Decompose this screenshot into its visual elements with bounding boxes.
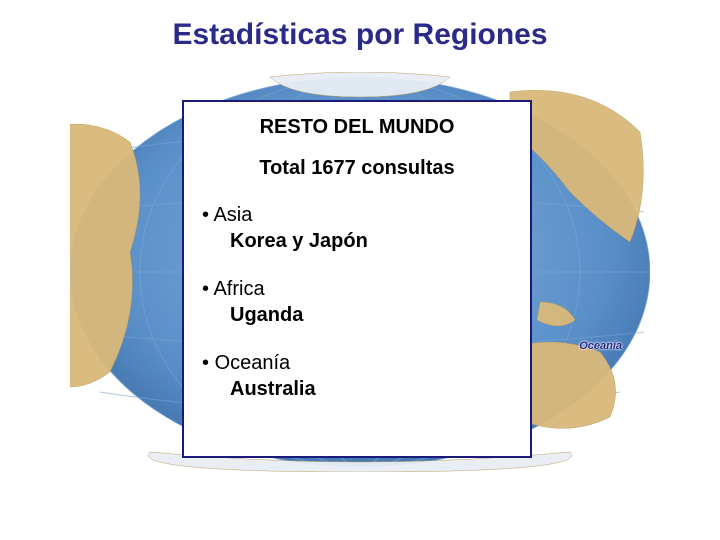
page-title: Estadísticas por Regiones bbox=[0, 18, 720, 52]
content-box: RESTO DEL MUNDO Total 1677 consultas • A… bbox=[182, 100, 532, 458]
box-subheading: Total 1677 consultas bbox=[202, 157, 512, 180]
item-label: • Oceanía bbox=[202, 350, 512, 376]
item-sub: Korea y Japón bbox=[202, 228, 512, 254]
item-label-text: Oceanía bbox=[215, 352, 291, 374]
list-item: • Oceanía Australia bbox=[202, 350, 512, 402]
list-item: • Asia Korea y Japón bbox=[202, 202, 512, 254]
list-item: • Africa Uganda bbox=[202, 276, 512, 328]
item-sub: Uganda bbox=[202, 302, 512, 328]
map-label-oceania: Oceanía bbox=[579, 340, 622, 352]
item-label-text: Asia bbox=[213, 204, 252, 226]
item-label: • Africa bbox=[202, 276, 512, 302]
item-sub: Australia bbox=[202, 376, 512, 402]
item-label-text: Africa bbox=[213, 278, 264, 300]
item-label: • Asia bbox=[202, 202, 512, 228]
slide: Estadísticas por Regiones bbox=[0, 0, 720, 540]
box-heading: RESTO DEL MUNDO bbox=[202, 116, 512, 139]
